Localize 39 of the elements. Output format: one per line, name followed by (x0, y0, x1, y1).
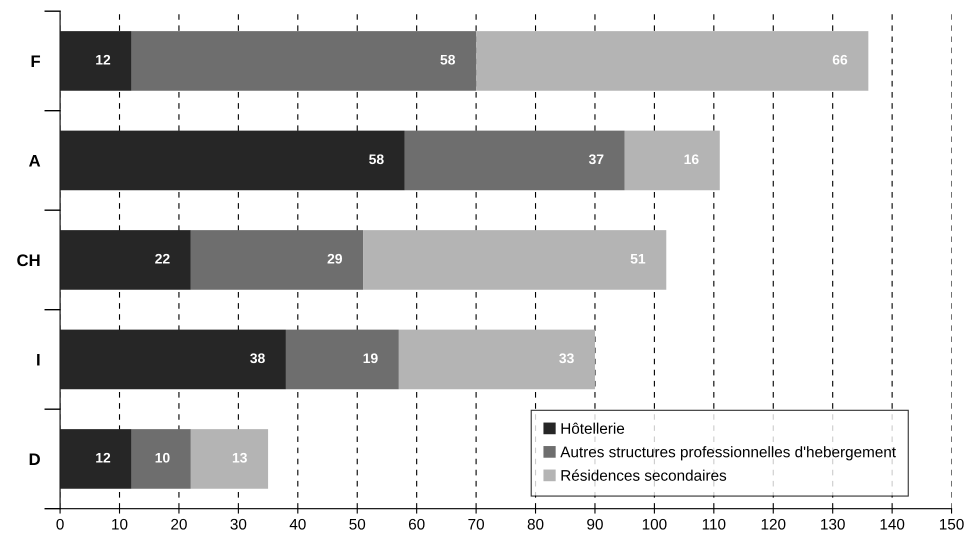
data-label: 10 (156, 452, 170, 463)
x-tick-label: 0 (56, 518, 64, 530)
y-tick-label: F (32, 56, 40, 67)
data-label: 12 (96, 54, 110, 65)
y-tick-label: A (29, 155, 40, 166)
data-label: 58 (369, 154, 384, 164)
x-tick-label: 50 (349, 518, 366, 530)
legend-label: Hôtellerie (562, 422, 624, 434)
x-tick-label: 70 (468, 518, 484, 530)
data-label: 58 (440, 54, 456, 65)
x-tick-label: 130 (821, 518, 845, 530)
x-tick-label: 100 (642, 518, 667, 530)
data-label: 29 (328, 254, 342, 264)
x-tick-label: 110 (702, 518, 726, 530)
x-tick-label: 120 (762, 518, 786, 530)
y-tick-label: D (30, 454, 40, 465)
data-label: 37 (588, 154, 604, 164)
legend-label: Autres structures professionnelles d'hebergement (560, 446, 896, 460)
data-label: 16 (684, 154, 699, 164)
data-label: 12 (96, 452, 110, 463)
data-label: 33 (559, 353, 574, 364)
data-label: 38 (250, 353, 265, 364)
x-tick-label: 80 (528, 518, 544, 530)
x-tick-label: 150 (940, 518, 964, 530)
legend-label: Résidences secondaires (562, 469, 726, 481)
y-tick-label: I (37, 354, 40, 366)
data-label: 13 (232, 452, 247, 463)
x-tick-label: 10 (112, 518, 128, 530)
data-label: 66 (832, 54, 848, 65)
data-label: 51 (630, 254, 646, 264)
x-tick-label: 20 (171, 518, 187, 530)
x-tick-label: 90 (587, 518, 603, 530)
x-tick-label: 60 (408, 518, 425, 530)
data-label: 22 (155, 254, 170, 264)
x-tick-label: 140 (880, 518, 904, 530)
x-tick-label: 30 (230, 518, 246, 530)
y-tick-label: CH (17, 254, 40, 266)
x-tick-label: 40 (290, 518, 306, 530)
data-label: 19 (364, 353, 378, 364)
